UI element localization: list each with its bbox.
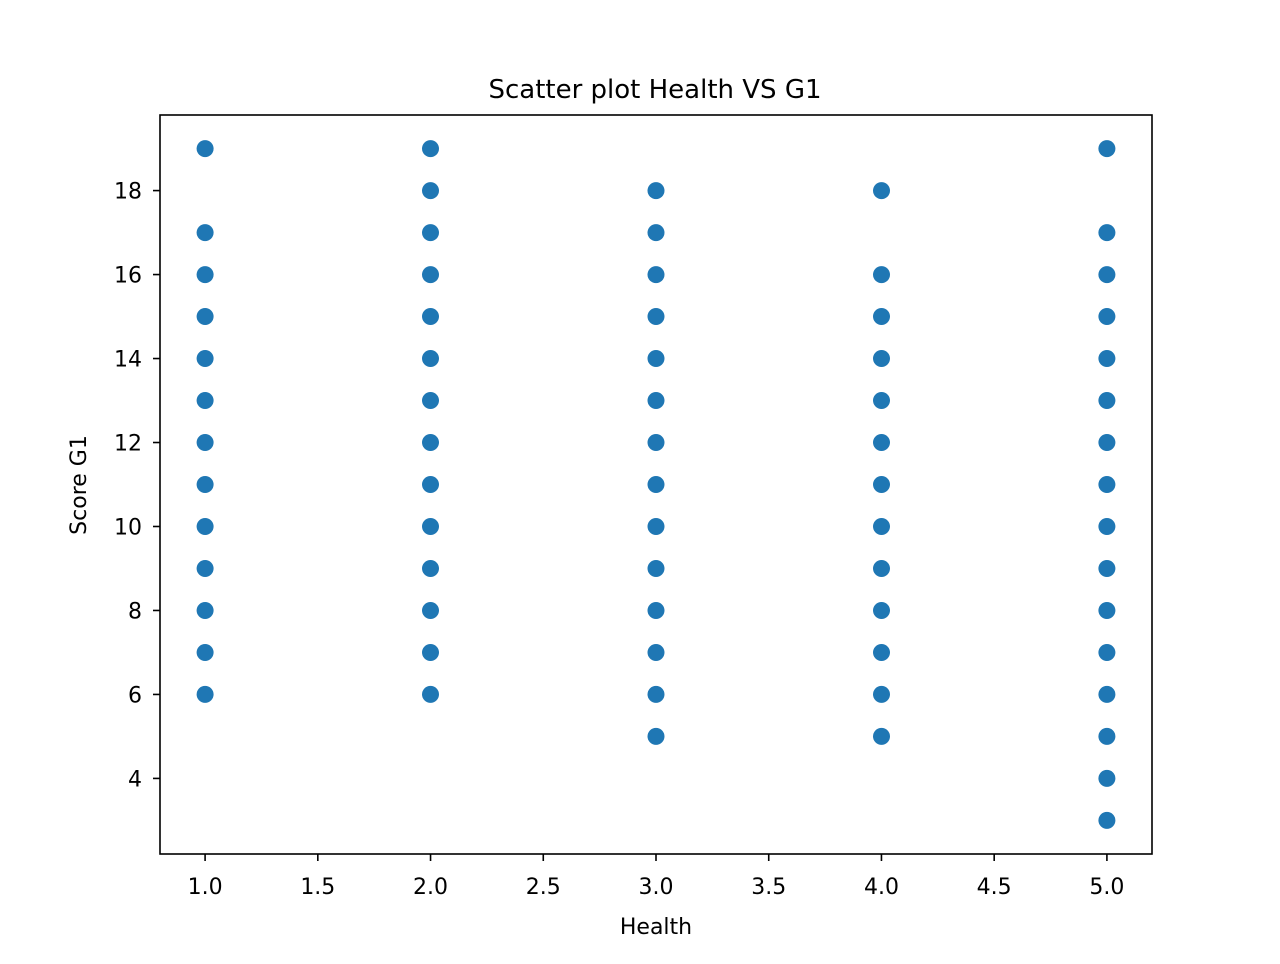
x-tick-label: 1.0 [188,875,223,900]
y-tick-label: 6 [128,683,142,708]
data-point [873,182,890,200]
y-tick-label: 14 [114,348,142,373]
data-point [647,727,665,745]
data-point [196,224,214,242]
data-point [422,476,439,493]
data-point [422,518,439,535]
data-point [1098,350,1116,367]
x-tick-label: 4.5 [977,875,1012,900]
data-point [873,602,890,619]
data-point [196,476,214,493]
data-point [647,308,665,325]
data-point [422,350,439,367]
x-axis-ticks: 1.0 1.5 2.0 2.5 3.0 3.5 4.0 4.5 5.0 [188,854,1124,900]
data-point [422,266,439,284]
chart-title: Scatter plot Health VS G1 [488,75,821,105]
data-point [196,350,214,367]
data-point [873,560,890,577]
x-tick-label: 3.0 [639,875,674,900]
data-point [422,685,439,703]
data-point [873,644,890,661]
y-tick-label: 12 [114,432,142,457]
data-point [647,560,665,577]
data-point [196,518,214,535]
data-point [647,182,665,200]
data-point [1098,560,1116,577]
data-points [196,140,1116,829]
data-point [1098,685,1116,703]
y-axis-ticks: 4 6 8 10 12 14 16 18 [114,180,160,792]
data-point [422,602,439,619]
data-point [196,602,214,619]
data-point [1098,518,1116,535]
x-tick-label: 2.0 [413,875,448,900]
data-point [422,308,439,325]
data-point [422,644,439,661]
data-point [1098,140,1116,158]
data-point [1098,769,1116,787]
data-point [1098,727,1116,745]
y-tick-label: 10 [114,515,142,540]
data-point [196,434,214,451]
data-point [873,266,890,284]
data-point [1098,434,1116,451]
data-point [422,224,439,242]
data-point [647,602,665,619]
data-point [873,434,890,451]
data-point [196,644,214,661]
data-point [1098,644,1116,661]
data-point [422,434,439,451]
data-point [1098,266,1116,284]
data-point [422,182,439,200]
data-point [422,140,439,158]
data-point [647,476,665,493]
data-point [196,560,214,577]
data-point [873,476,890,493]
data-point [873,727,890,745]
data-point [1098,602,1116,619]
y-tick-label: 8 [128,599,142,624]
data-point [647,685,665,703]
y-tick-label: 16 [114,264,142,289]
data-point [647,644,665,661]
data-point [1098,476,1116,493]
data-point [196,140,214,158]
data-point [647,350,665,367]
data-point [873,518,890,535]
data-point [873,350,890,367]
data-point [196,685,214,703]
data-point [873,392,890,409]
x-tick-label: 2.5 [526,875,561,900]
data-point [647,434,665,451]
data-point [422,392,439,409]
y-tick-label: 18 [114,180,142,205]
data-point [873,685,890,703]
data-point [873,308,890,325]
data-point [647,392,665,409]
x-tick-label: 1.5 [300,875,335,900]
x-tick-label: 3.5 [751,875,786,900]
data-point [1098,308,1116,325]
x-tick-label: 4.0 [864,875,899,900]
data-point [647,266,665,284]
data-point [196,266,214,284]
data-point [1098,224,1116,242]
x-tick-label: 5.0 [1089,875,1124,900]
data-point [196,392,214,409]
data-point [647,224,665,242]
data-point [1098,811,1116,829]
data-point [196,308,214,325]
data-point [422,560,439,577]
y-axis-label: Score G1 [67,435,92,535]
y-tick-label: 4 [128,767,142,792]
data-point [647,518,665,535]
x-axis-label: Health [620,915,692,940]
data-point [1098,392,1116,409]
